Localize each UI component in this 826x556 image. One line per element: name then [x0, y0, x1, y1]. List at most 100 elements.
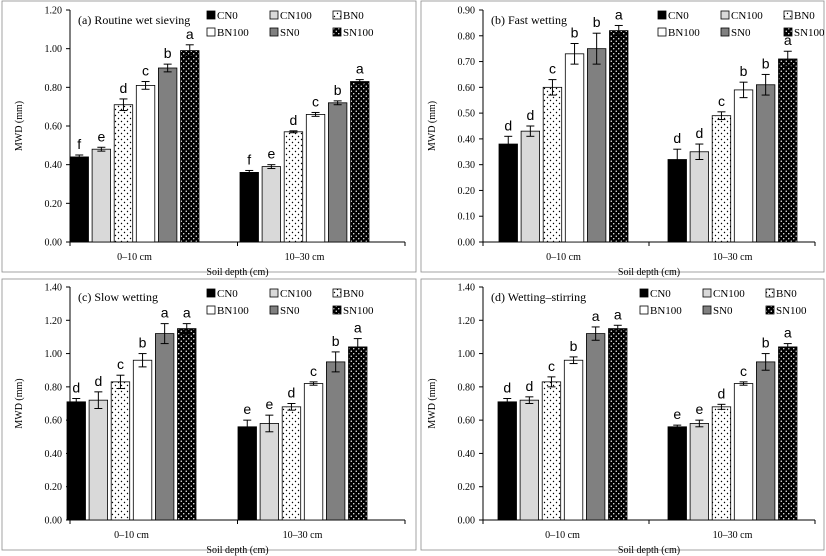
- y-tick-label: 0.60: [458, 83, 476, 94]
- legend-swatch-cn0: [657, 10, 667, 20]
- significance-letter: b: [571, 25, 579, 41]
- x-axis-label: Soil depth (cm): [206, 545, 268, 556]
- y-tick-label: 0.20: [45, 199, 63, 210]
- x-tick-label: 10–30 cm: [283, 530, 323, 541]
- bar-cn100: [261, 166, 282, 243]
- y-tick-label: 1.20: [458, 316, 476, 327]
- y-tick-label: 1.00: [45, 44, 63, 55]
- significance-letter: c: [549, 61, 556, 77]
- y-tick-label: 0.20: [458, 186, 476, 197]
- bar-sn0: [586, 333, 606, 521]
- bar-bn0: [541, 381, 562, 521]
- legend-swatch-cn100: [720, 10, 730, 20]
- bar-sn0: [325, 361, 346, 521]
- significance-letter: b: [570, 338, 578, 354]
- significance-letter: d: [718, 385, 726, 401]
- y-axis-label: MWD (mm): [14, 378, 25, 428]
- y-tick-label: 0.40: [458, 134, 476, 145]
- legend-swatch-sn0: [702, 305, 712, 315]
- y-tick-label: 0.80: [45, 83, 63, 94]
- panel-title: (a) Routine wet sieving: [78, 13, 190, 27]
- chart-panel-2: 0.00 0.10 0.20 0.30 0.40 0.50 0.60 0.70 0.80 0.90…: [420, 0, 825, 278]
- significance-letter: a: [356, 61, 364, 77]
- y-axis-label: MWD (mm): [427, 378, 438, 428]
- significance-letter: c: [117, 356, 124, 372]
- significance-letter: a: [784, 32, 792, 48]
- bar-cn0: [237, 426, 257, 521]
- bar-bn100: [733, 89, 754, 243]
- panel-border: [1, 278, 417, 551]
- significance-letter: a: [614, 306, 622, 322]
- bar-bn100: [564, 53, 585, 243]
- bar-cn100: [520, 130, 540, 243]
- bar-sn100: [608, 328, 628, 521]
- bar-sn100: [177, 328, 197, 521]
- significance-letter: a: [615, 6, 623, 22]
- bar-bn0: [283, 131, 304, 243]
- y-tick-label: 0.40: [458, 449, 476, 460]
- y-tick-label: 0.60: [45, 122, 63, 133]
- legend-label: BN0: [343, 288, 364, 300]
- legend-swatch-sn100: [332, 305, 342, 315]
- bar-cn0: [667, 426, 687, 521]
- legend-swatch-bn0: [765, 288, 775, 298]
- legend-swatch-cn100: [269, 10, 279, 20]
- panel-title: (c) Slow wetting: [78, 290, 158, 304]
- legend-label: CN100: [731, 10, 763, 22]
- legend-swatch-sn0: [720, 27, 730, 37]
- significance-letter: e: [243, 401, 251, 417]
- bar-cn100: [689, 151, 709, 243]
- y-tick-label: 0.80: [458, 31, 476, 42]
- legend-label: SN100: [343, 305, 374, 317]
- significance-letter: d: [695, 125, 703, 141]
- y-tick-label: 1.40: [45, 283, 63, 294]
- bar-bn100: [303, 383, 324, 521]
- x-tick-label: 10–30 cm: [713, 530, 753, 541]
- significance-letter: c: [142, 63, 149, 79]
- legend-label: SN100: [776, 305, 807, 317]
- significance-letter: a: [354, 320, 362, 336]
- bar-cn100: [91, 148, 111, 243]
- bar-cn0: [667, 159, 687, 243]
- panel-border: [420, 0, 825, 273]
- y-tick-label: 0.20: [458, 482, 476, 493]
- bar-sn0: [587, 48, 607, 243]
- bar-cn0: [498, 143, 518, 243]
- y-tick-label: 0.00: [458, 238, 476, 249]
- y-tick-label: 0.00: [458, 516, 476, 527]
- legend-swatch-sn100: [765, 305, 775, 315]
- legend-label: BN100: [668, 27, 700, 39]
- legend-label: CN100: [713, 288, 745, 300]
- y-tick-label: 0.90: [458, 6, 476, 17]
- legend-label: BN100: [217, 305, 249, 317]
- legend-label: SN100: [794, 27, 825, 39]
- bar-sn100: [348, 346, 368, 521]
- x-tick-label: 0–10 cm: [545, 530, 580, 541]
- y-axis-label: MWD (mm): [427, 101, 438, 151]
- significance-letter: b: [762, 55, 770, 71]
- y-tick-label: 1.20: [45, 6, 63, 17]
- y-tick-label: 1.00: [45, 349, 63, 360]
- y-tick-label: 0.40: [45, 449, 63, 460]
- legend-label: BN0: [776, 288, 797, 300]
- significance-letter: f: [77, 136, 81, 152]
- significance-letter: c: [548, 358, 555, 374]
- x-tick-label: 0–10 cm: [546, 252, 581, 263]
- bar-bn100: [563, 359, 584, 521]
- legend-swatch-bn0: [783, 10, 793, 20]
- bar-sn100: [350, 81, 370, 243]
- bar-sn100: [609, 30, 629, 243]
- bar-bn0: [281, 406, 302, 521]
- significance-letter: a: [784, 325, 792, 341]
- bar-sn0: [157, 67, 178, 243]
- legend-label: SN0: [280, 27, 300, 39]
- legend-label: SN0: [280, 305, 300, 317]
- panel-title: (b) Fast wetting: [491, 13, 567, 27]
- significance-letter: e: [695, 401, 703, 417]
- panel-title: (d) Wetting–stirring: [491, 290, 586, 304]
- y-tick-label: 0.80: [458, 382, 476, 393]
- legend-label: SN100: [343, 27, 374, 39]
- legend-swatch-bn100: [657, 27, 667, 37]
- bar-sn0: [756, 361, 776, 521]
